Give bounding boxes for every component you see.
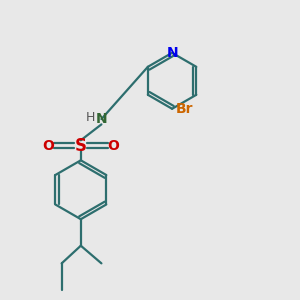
Text: N: N bbox=[96, 112, 107, 126]
Text: S: S bbox=[75, 136, 87, 154]
Text: Br: Br bbox=[176, 102, 193, 116]
Text: H: H bbox=[86, 111, 95, 124]
Text: O: O bbox=[43, 139, 54, 153]
Text: O: O bbox=[107, 139, 119, 153]
Text: N: N bbox=[166, 46, 178, 60]
